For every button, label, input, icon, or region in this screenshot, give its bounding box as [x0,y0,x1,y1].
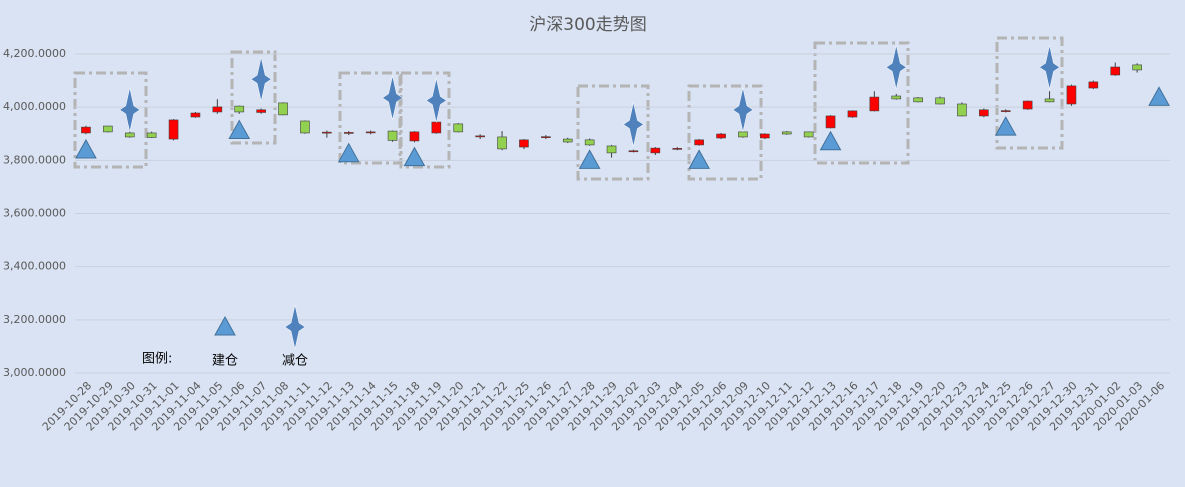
candle-body [190,112,201,118]
candle-body [1044,98,1055,103]
y-tick-label: 3,400.0000 [3,260,66,273]
trade-box [813,41,910,165]
y-tick-label: 3,200.0000 [3,313,66,326]
candle-body [891,95,902,100]
trade-box [399,71,451,169]
marker-star [250,57,272,102]
candle-body [760,133,770,139]
candle-body [847,110,858,118]
marker-star [622,102,644,147]
candle-body [584,139,595,146]
candle-body [387,130,398,141]
candle-body [519,139,529,148]
candle-body [1066,85,1077,105]
candle-body [803,131,814,138]
trade-boxes [73,36,1064,181]
marker-triangle [819,130,842,151]
marker-triangle [578,149,601,169]
marker-triangle [337,142,360,163]
candle-body [1088,81,1099,89]
candle-body [781,131,792,135]
candle-body [234,105,245,113]
candle-body [650,147,661,154]
candle-body [628,150,639,153]
legend-label: 建仓 [212,354,238,369]
candle-body [716,133,726,139]
candle-body [957,103,967,117]
legend-title: 图例: [142,352,172,367]
marker-triangle [688,149,710,169]
candle-body [1132,64,1142,71]
candle-body [322,131,332,134]
y-tick-label: 4,000.0000 [3,100,66,113]
marker-triangle [1148,86,1170,106]
candle-body [562,138,573,143]
candle-body [497,136,507,150]
trade-box [576,84,650,181]
y-tick-label: 3,800.0000 [3,153,66,166]
y-tick-label: 3,000.0000 [3,366,66,379]
trade-box [995,36,1064,150]
legend-symbol [214,315,236,336]
candle-body [453,123,464,133]
candle-body [343,132,354,134]
candle-body [606,145,617,154]
marker-triangle [994,116,1017,136]
chart-title: 沪深300走势图 [529,15,646,35]
candle-body [103,125,113,133]
candle-body [300,120,310,134]
candle-body [475,135,485,138]
candle-body [869,96,880,112]
candle-body [409,131,420,142]
candle-body [541,136,551,138]
candle-body [124,132,135,138]
marker-star [382,75,404,120]
y-tick-label: 4,200.0000 [3,47,66,60]
candle-body [694,139,704,146]
candle-body [1000,110,1011,112]
candle-body [256,109,266,113]
candle-body [979,109,989,117]
candle-body [935,97,945,105]
marker-star [1039,45,1061,90]
candle-body [913,97,923,103]
trade-box [687,84,763,181]
legend-label: 减仓 [282,354,308,369]
legend-symbol [284,304,306,350]
marker-triangle [75,138,97,159]
candle-body [431,121,442,134]
candle-body [1022,100,1033,110]
candle-body [1110,66,1121,76]
candle-body [212,106,223,113]
y-tick-label: 3,600.0000 [3,207,66,220]
trade-box [230,50,277,145]
trade-box [73,71,148,169]
candle-body [168,119,179,140]
candle-body [672,148,683,150]
marker-star [732,87,754,132]
candle-body [146,132,157,138]
marker-star [885,45,907,90]
candle-body [738,131,748,138]
marker-triangle [228,119,251,140]
candle-body [278,102,288,116]
candle-body [365,131,376,134]
marker-star [119,87,141,132]
candle-body [825,115,836,129]
marker-star [425,78,447,123]
marker-triangle [403,146,426,167]
candle-body [81,126,91,134]
